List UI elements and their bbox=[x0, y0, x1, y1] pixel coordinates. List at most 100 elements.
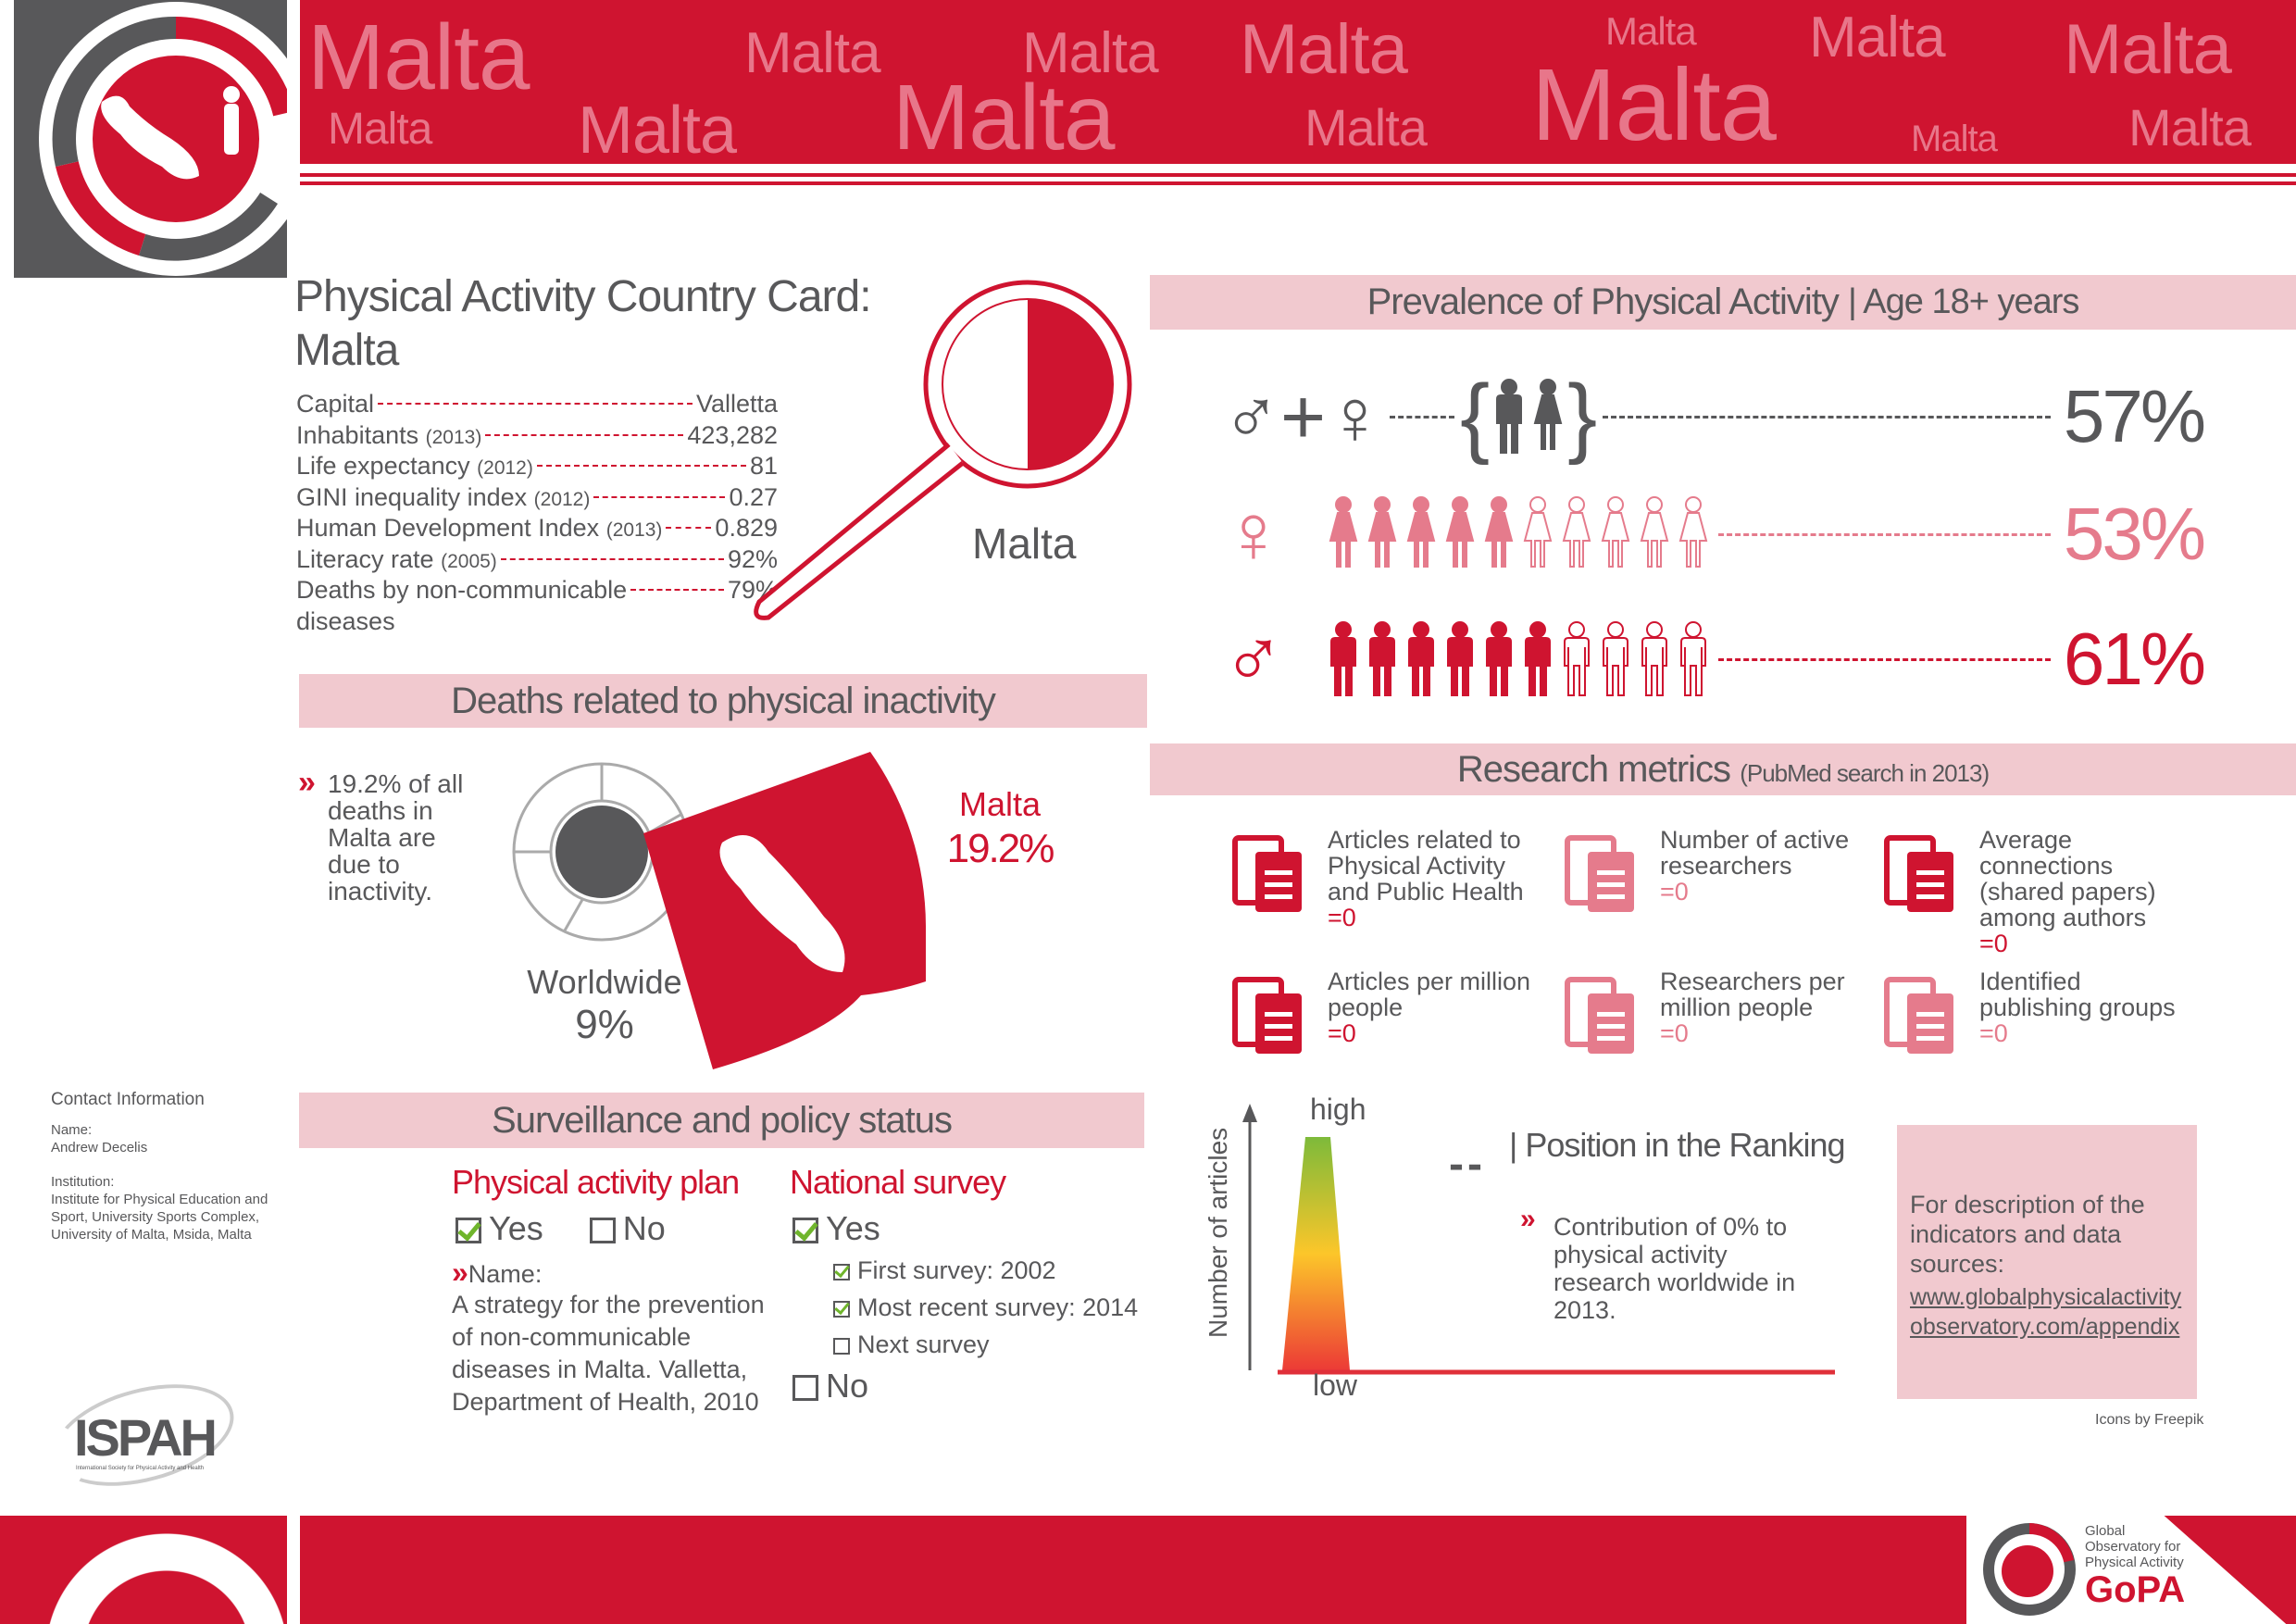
male-person-icon bbox=[1447, 621, 1473, 696]
first-survey-checkbox[interactable] bbox=[833, 1263, 850, 1280]
male-person-icon bbox=[1641, 621, 1667, 696]
watermark-text: Malta bbox=[328, 105, 432, 154]
prevalence-row-both: ♂+♀ {} 57% bbox=[1222, 366, 2206, 468]
info-box-text: For description of the indicators and da… bbox=[1910, 1191, 2145, 1278]
appendix-link-line2[interactable]: observatory.com/appendix bbox=[1910, 1314, 2180, 1340]
header-banner: Malta Malta Malta Malta Malta Malta Malt… bbox=[300, 0, 2296, 164]
country-label: Malta bbox=[972, 519, 1077, 568]
contact-name-label: Name: bbox=[51, 1122, 93, 1138]
gopa-logo-text: Global bbox=[2085, 1523, 2126, 1539]
contact-institution: Institute for Physical Education and Spo… bbox=[51, 1192, 268, 1243]
stat-label: Deaths by non-communicable bbox=[296, 576, 628, 604]
stat-value: Valletta bbox=[695, 390, 778, 418]
plan-name: A strategy for the prevention of non-com… bbox=[452, 1291, 765, 1416]
page-title-country: Malta bbox=[294, 326, 399, 375]
arrow-up-icon bbox=[1242, 1104, 1257, 1122]
divider bbox=[300, 181, 2296, 185]
appendix-link[interactable]: www.globalphysicalactivity observatory.co… bbox=[1910, 1282, 2184, 1342]
metric-value: =0 bbox=[1979, 930, 2008, 957]
footer-band bbox=[300, 1516, 1966, 1624]
metric-value: =0 bbox=[1979, 1019, 2008, 1047]
documents-icon bbox=[1232, 835, 1302, 912]
research-metric: Articles related to Physical Activity an… bbox=[1228, 826, 1541, 931]
y-axis-label: Number of articles bbox=[1204, 1127, 1232, 1338]
female-person-icon bbox=[1329, 496, 1358, 568]
metric-label: Number of active researchers bbox=[1660, 826, 1850, 880]
appendix-link-line1[interactable]: www.globalphysicalactivity bbox=[1910, 1284, 2182, 1310]
metric-value: =0 bbox=[1328, 904, 1356, 931]
stat-row: GINI inequality index (2012) 0.27 bbox=[296, 482, 778, 514]
bullet-icon: » bbox=[1520, 1204, 1536, 1234]
watermark-text: Malta bbox=[1022, 21, 1159, 85]
dashed-leader bbox=[593, 482, 726, 498]
watermark-text: Malta bbox=[1531, 48, 1777, 162]
contact-title: Contact Information bbox=[51, 1090, 205, 1109]
stat-row: Human Development Index (2013) 0.829 bbox=[296, 513, 778, 544]
female-person-icon bbox=[1533, 379, 1563, 450]
metric-label: Average connections (shared papers) amon… bbox=[1979, 826, 2156, 931]
recent-survey-label: Most recent survey: 2014 bbox=[857, 1293, 1139, 1321]
plan-no-checkbox[interactable] bbox=[589, 1218, 616, 1244]
dashed-leader bbox=[500, 544, 724, 560]
metric-label: Articles related to Physical Activity an… bbox=[1328, 826, 1524, 906]
survey-title: National survey bbox=[790, 1163, 1006, 1201]
watermark-text: Malta bbox=[1304, 98, 1428, 156]
country-stats: Capital Valletta Inhabitants (2013) 423,28… bbox=[296, 389, 778, 637]
female-person-icon bbox=[1640, 496, 1669, 568]
gopa-emblem-logo bbox=[14, 0, 287, 278]
male-person-icon bbox=[1330, 621, 1356, 696]
plan-name-label: Name: bbox=[468, 1260, 543, 1288]
watermark-text: Malta bbox=[892, 66, 1116, 164]
dashed-leader bbox=[630, 575, 724, 591]
female-person-icon bbox=[1484, 496, 1514, 568]
magnifier-flag-icon bbox=[754, 280, 1132, 620]
plan-yes-checkbox[interactable] bbox=[455, 1218, 481, 1244]
male-female-symbol-icon: ♂+♀ bbox=[1222, 372, 1385, 460]
male-person-icon bbox=[1486, 621, 1512, 696]
ispah-logo: ISPAH bbox=[74, 1408, 218, 1467]
bullet-icon: » bbox=[452, 1255, 468, 1289]
page-title: Physical Activity Country Card: bbox=[294, 272, 872, 321]
watermark-text: Malta bbox=[1911, 119, 1998, 159]
watermark-text: Malta bbox=[744, 21, 881, 85]
gopa-logo-text: Observatory for bbox=[2085, 1539, 2181, 1555]
worldwide-deaths-value: 9% bbox=[575, 1002, 634, 1047]
next-survey-checkbox[interactable] bbox=[833, 1337, 850, 1355]
stat-value: 0.27 bbox=[729, 482, 778, 511]
male-symbol-icon: ♂ bbox=[1222, 612, 1285, 706]
watermark-text: Malta bbox=[2128, 98, 2252, 156]
brace-icon: { bbox=[1460, 367, 1491, 466]
prevalence-row-male: ♂ 61% bbox=[1222, 608, 2206, 710]
gopa-logo-mark: GoPA bbox=[2085, 1569, 2186, 1610]
contact-institution-label: Institution: bbox=[51, 1174, 115, 1190]
deaths-chart bbox=[512, 752, 926, 1069]
metric-value: =0 bbox=[1328, 1019, 1356, 1047]
stat-label: Capital bbox=[296, 390, 375, 418]
stat-row: Literacy rate (2005) 92% bbox=[296, 544, 778, 576]
first-survey-label: First survey: 2002 bbox=[857, 1256, 1056, 1284]
dashed-leader bbox=[378, 389, 693, 405]
survey-yes-label: Yes bbox=[826, 1209, 880, 1247]
survey-no-checkbox[interactable] bbox=[792, 1375, 818, 1402]
female-person-icon bbox=[1406, 496, 1436, 568]
stat-label: Literacy rate (2005) bbox=[296, 544, 497, 573]
brace-icon: } bbox=[1567, 367, 1598, 466]
section-header-prevalence: Prevalence of Physical Activity | Age 18… bbox=[1150, 275, 2296, 330]
prevalence-row-female: ♀ 53% bbox=[1222, 483, 2206, 585]
malta-map-icon bbox=[719, 835, 845, 972]
female-person-icon bbox=[1367, 496, 1397, 568]
watermark-text: Malta bbox=[578, 94, 737, 164]
icon-credits: Icons by Freepik bbox=[2095, 1412, 2204, 1428]
male-person-icon bbox=[1496, 379, 1523, 454]
prevalence-value: 57% bbox=[2063, 375, 2206, 457]
research-metric: Average connections (shared papers) amon… bbox=[1879, 826, 2192, 957]
watermark-text: Malta bbox=[1605, 9, 1697, 53]
next-survey-label: Next survey bbox=[857, 1330, 990, 1358]
research-title: Research metrics bbox=[1456, 748, 1731, 790]
research-metric: Researchers per million people =0 bbox=[1560, 968, 1873, 1058]
watermark-text: Malta bbox=[307, 6, 530, 109]
recent-survey-checkbox[interactable] bbox=[833, 1300, 850, 1318]
watermark-text: Malta bbox=[1809, 6, 1946, 69]
survey-yes-checkbox[interactable] bbox=[792, 1218, 818, 1244]
dashed-leader bbox=[666, 513, 712, 529]
